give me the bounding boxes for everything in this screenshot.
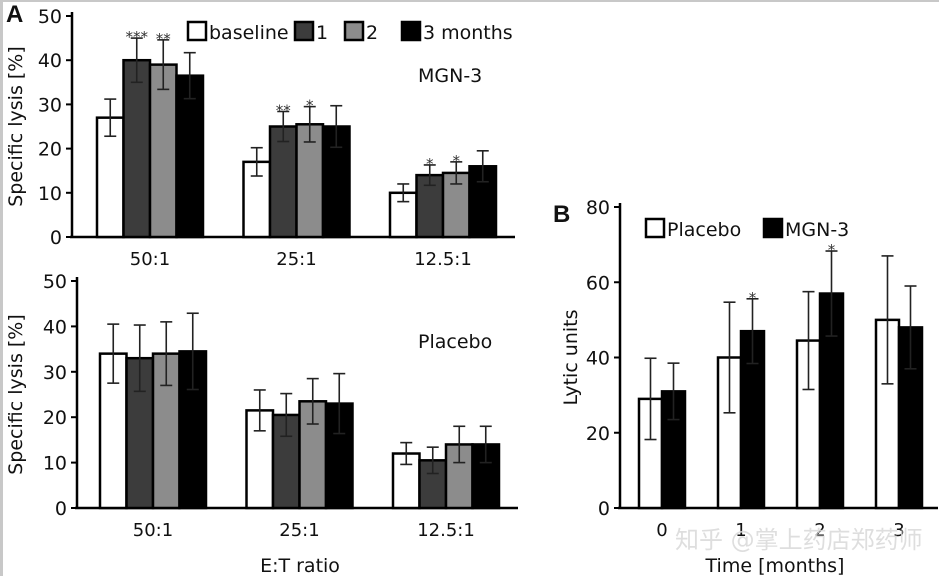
watermark: 知乎 @掌上药店郑药师 [675, 526, 923, 554]
y-tick-label: 20 [38, 139, 62, 161]
y-axis-title: Specific lysis [%] [5, 314, 27, 475]
panel-annotation: Placebo [418, 331, 492, 353]
legend-label: baseline [209, 22, 289, 44]
significance-marker: * [453, 152, 461, 170]
x-tick-label: 1 [735, 520, 746, 541]
y-tick-label: 50 [38, 6, 62, 28]
legend-swatch [343, 20, 365, 42]
x-tick-label: 25:1 [279, 520, 319, 541]
panel-annotation: MGN-3 [418, 65, 482, 87]
legend-swatch [762, 217, 784, 239]
x-tick-label: 12.5:1 [417, 520, 475, 541]
y-tick-label: 40 [38, 50, 62, 72]
legend-label: MGN-3 [785, 219, 849, 241]
y-tick-label: 0 [55, 498, 67, 520]
panel-b-label: B [553, 201, 570, 228]
chart-a-placebo: 0 10 20 30 40 50 Specific lysis [%] 50:1 25:1 12.… [5, 271, 518, 576]
x-tick-label: 0 [656, 520, 667, 541]
x-tick-label: 50:1 [130, 249, 170, 270]
significance-marker: * [828, 241, 836, 259]
legend-label: 3 months [423, 22, 513, 44]
y-tick-label: 0 [50, 227, 62, 249]
y-axis-title: Lytic units [560, 309, 582, 405]
significance-marker: * [749, 289, 757, 307]
y-tick-label: 60 [586, 272, 610, 294]
y-tick-label: 10 [38, 183, 62, 205]
y-tick-label: 20 [43, 407, 67, 429]
legend-swatch [400, 20, 422, 42]
chart-b-lytic-units: 0 20 40 60 80 Lytic units 0 * 1 * 2 3 Time [months] P… [560, 197, 938, 576]
x-axis-title: Time [months] [705, 555, 845, 576]
x-tick-label: 2 [814, 520, 825, 541]
significance-marker: ** [276, 101, 292, 119]
x-tick-label: 50:1 [133, 520, 173, 541]
legend-swatch [644, 217, 666, 239]
y-tick-label: 40 [586, 348, 610, 370]
y-tick-label: 30 [43, 362, 67, 384]
bar [245, 409, 275, 510]
legend-swatch [186, 20, 208, 42]
y-tick-label: 30 [38, 94, 62, 116]
y-axis-title: Specific lysis [%] [5, 46, 27, 207]
legend-label: 2 [366, 22, 378, 44]
bar [148, 63, 178, 239]
x-tick-label: 12.5:1 [414, 249, 472, 270]
y-tick-label: 80 [586, 197, 610, 219]
significance-marker: *** [126, 28, 149, 46]
panel-a-label: A [6, 1, 23, 28]
y-tick-label: 50 [43, 271, 67, 293]
bar [268, 125, 298, 239]
y-tick-label: 10 [43, 453, 67, 475]
legend-label: 1 [316, 22, 328, 44]
bar [321, 125, 351, 239]
x-tick-label: 25:1 [276, 249, 316, 270]
legend-swatch [293, 20, 315, 42]
y-tick-label: 0 [598, 498, 610, 520]
legend-label: Placebo [667, 219, 741, 241]
x-tick-label: 3 [893, 520, 904, 541]
bar [175, 74, 205, 239]
significance-marker: ** [156, 30, 172, 48]
significance-marker: * [306, 97, 314, 115]
y-tick-label: 20 [586, 423, 610, 445]
significance-marker: * [426, 155, 434, 173]
bar [122, 58, 152, 239]
x-axis-title: E:T ratio [260, 555, 340, 576]
y-tick-label: 40 [43, 316, 67, 338]
